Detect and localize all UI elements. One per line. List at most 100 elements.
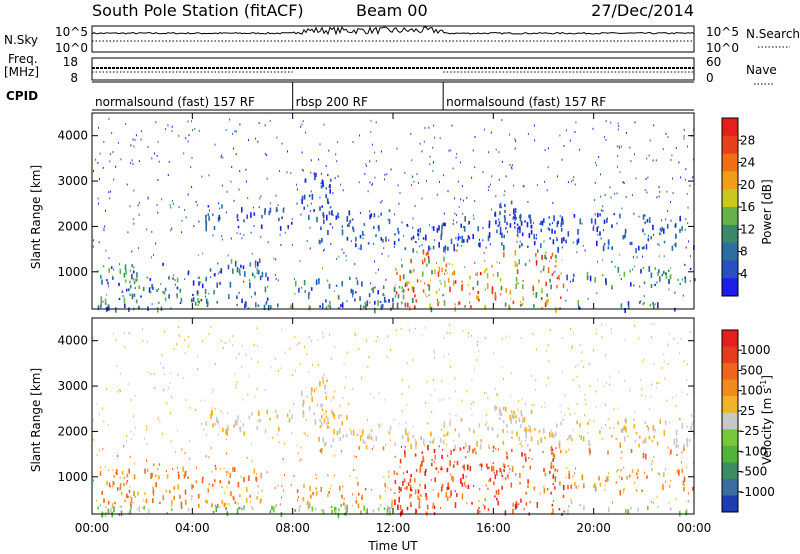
range-cell (407, 288, 410, 291)
range-cell (529, 448, 531, 452)
noise-cell (667, 344, 669, 347)
range-cell (322, 214, 325, 219)
range-cell (196, 293, 199, 296)
range-cell (104, 302, 107, 305)
noise-cell (535, 234, 537, 237)
range-cell (634, 439, 637, 443)
range-cell (560, 218, 563, 225)
noise-cell (459, 302, 461, 305)
noise-cell (275, 504, 277, 507)
y-tick-label: 4000 (57, 129, 88, 143)
range-cell (410, 494, 413, 497)
range-cell (128, 288, 130, 292)
range-cell (179, 288, 182, 293)
noise-cell (196, 466, 198, 469)
range-cell (261, 215, 263, 219)
range-cell (524, 453, 527, 460)
noise-cell (449, 413, 451, 415)
noise-cell (548, 260, 550, 263)
noise-cell (605, 354, 607, 357)
range-cell (357, 503, 360, 509)
noise-cell (279, 503, 281, 506)
range-cell (513, 415, 515, 419)
range-cell (179, 302, 182, 305)
noise-cell (330, 484, 332, 487)
range-cell (494, 295, 497, 301)
noise-cell (574, 183, 576, 186)
range-cell (519, 482, 521, 485)
noise-cell (385, 278, 387, 281)
noise-cell (424, 127, 426, 129)
range-cell (308, 504, 311, 509)
noise-cell (211, 407, 213, 409)
range-cell (360, 244, 362, 251)
noise-cell (211, 470, 213, 473)
noise-cell (458, 233, 459, 236)
noise-cell (602, 210, 604, 212)
range-cell (603, 242, 606, 246)
range-cell (365, 445, 368, 450)
noise-cell (515, 140, 517, 143)
range-cell (630, 506, 632, 510)
noise-cell (570, 180, 572, 183)
nsearch-axis-label: N.Search (746, 27, 800, 41)
noise-cell (454, 197, 455, 200)
range-cell (208, 482, 211, 486)
noise-cell (266, 177, 268, 180)
noise-cell (264, 389, 266, 392)
range-cell (263, 304, 266, 311)
noise-cell (471, 403, 473, 405)
noise-cell (454, 460, 456, 463)
range-cell (593, 484, 595, 488)
noise-cell (307, 204, 309, 207)
range-cell (454, 428, 457, 432)
range-cell (417, 489, 420, 494)
noise-cell (134, 138, 136, 141)
noise-cell (355, 334, 356, 337)
range-cell (409, 478, 412, 483)
noise-cell (134, 395, 136, 398)
range-cell (516, 223, 519, 226)
range-cell (402, 274, 405, 280)
range-cell (163, 291, 166, 295)
noise-cell (220, 410, 222, 413)
noise-cell (547, 147, 549, 150)
range-cell (449, 286, 451, 293)
nsky-frame (91, 25, 695, 53)
range-cell (541, 306, 543, 310)
range-cell (213, 290, 215, 295)
noise-cell (670, 201, 671, 203)
time-x-axis: 00:00 04:00 08:00 12:00 16:00 20:00 00:00 (75, 113, 711, 535)
noise-cell (284, 231, 286, 234)
range-cell (319, 206, 321, 211)
colorbar-swatch (722, 171, 738, 190)
range-cell (389, 426, 392, 431)
range-cell (589, 275, 592, 282)
noise-cell (184, 339, 186, 342)
range-cell (422, 289, 425, 293)
noise-cell (130, 144, 132, 147)
range-cell (512, 502, 514, 507)
range-cell (510, 482, 513, 488)
range-cell (387, 506, 390, 510)
colorbar-swatch (722, 346, 738, 364)
noise-cell (384, 178, 385, 181)
noise-cell (133, 501, 135, 504)
noise-cell (490, 131, 492, 134)
noise-cell (401, 221, 403, 224)
noise-cell (322, 376, 324, 379)
range-cell (446, 496, 449, 501)
noise-cell (344, 386, 346, 389)
noise-cell (421, 244, 423, 247)
noise-cell (267, 241, 269, 244)
noise-cell (686, 192, 688, 195)
noise-cell (539, 223, 541, 225)
range-cell (456, 249, 458, 252)
range-cell (425, 468, 427, 473)
noise-cell (651, 440, 653, 443)
range-cell (656, 441, 659, 446)
noise-cell (633, 284, 635, 287)
range-cell (228, 294, 230, 299)
noise-cell (551, 222, 553, 225)
noise-cell (323, 248, 325, 251)
